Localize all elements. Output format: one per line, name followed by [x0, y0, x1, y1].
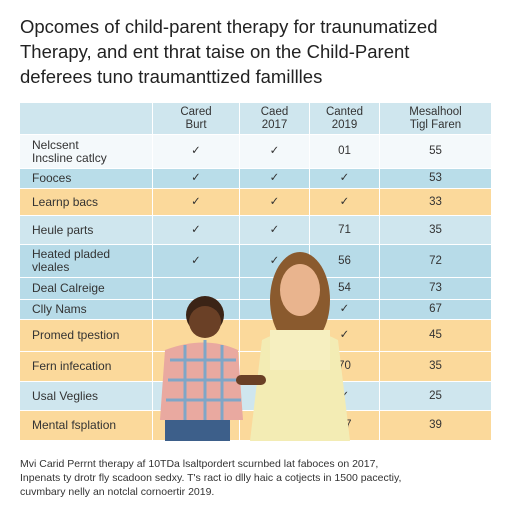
table-cell: 39	[380, 411, 492, 441]
table-cell: Heule parts	[20, 216, 153, 245]
table-cell: 01	[310, 135, 380, 169]
table-cell: ✓	[153, 245, 240, 278]
header-cell	[20, 103, 153, 135]
title: Opcomes of child-parent therapy for trau…	[20, 16, 438, 87]
table-cell: Mental fsplation	[20, 411, 153, 441]
table-cell: 45	[380, 320, 492, 352]
table-cell: ✓	[240, 189, 310, 216]
footer-text: Mvi Carid Perrnt therapy af 10TDa lsaltp…	[20, 458, 402, 498]
header-cell: Cared Burt	[153, 103, 240, 135]
table-cell: 72	[380, 245, 492, 278]
table-cell: 35	[380, 352, 492, 382]
table-cell: ✓	[240, 169, 310, 189]
table-cell: 25	[380, 382, 492, 411]
table-cell: ✓	[153, 169, 240, 189]
table-cell: Clly Nams	[20, 300, 153, 320]
table-cell: 35	[380, 216, 492, 245]
table-cell: 53	[380, 169, 492, 189]
table-cell: Learnp bacs	[20, 189, 153, 216]
table-cell: Promed tpestion	[20, 320, 153, 352]
table-cell: Fern infecation	[20, 352, 153, 382]
header-cell: Caed 2017	[240, 103, 310, 135]
header-cell: Mesalhool Tigl Faren	[380, 103, 492, 135]
table-cell: ✓	[310, 169, 380, 189]
table-cell: 33	[380, 189, 492, 216]
table-cell: ✓	[153, 216, 240, 245]
header-cell: Canted 2019	[310, 103, 380, 135]
table-cell: ✓	[240, 216, 310, 245]
table-cell: Heated pladed vleales	[20, 245, 153, 278]
table-cell: Deal Calreige	[20, 278, 153, 300]
table-cell: ✓	[153, 135, 240, 169]
table-cell: 71	[310, 216, 380, 245]
table-cell: 67	[380, 300, 492, 320]
table-cell: Fooces	[20, 169, 153, 189]
table-cell: 55	[380, 135, 492, 169]
table-cell: ✓	[310, 189, 380, 216]
table-cell: Nelcsent Incsline catlcy	[20, 135, 153, 169]
table-cell: ✓	[153, 189, 240, 216]
table-cell: ✓	[240, 135, 310, 169]
table-cell: 73	[380, 278, 492, 300]
table-cell: Usal Veglies	[20, 382, 153, 411]
